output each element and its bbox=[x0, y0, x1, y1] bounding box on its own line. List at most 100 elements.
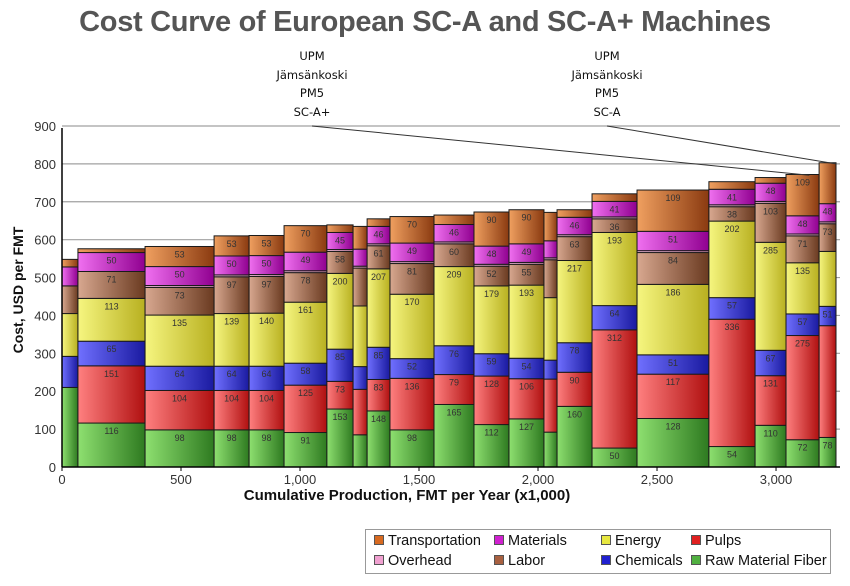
data-label: 98 bbox=[262, 433, 272, 443]
data-label: 85 bbox=[335, 352, 345, 362]
data-label: 41 bbox=[727, 192, 737, 202]
data-label: 73 bbox=[175, 290, 185, 300]
data-label: 125 bbox=[298, 388, 313, 398]
data-label: 38 bbox=[727, 210, 737, 220]
bar-segment-energy bbox=[61, 313, 79, 357]
data-label: 49 bbox=[407, 246, 417, 256]
stacked-bar: 98 104 64 139 97 50 53 bbox=[213, 235, 250, 468]
x-tick-label: 1,000 bbox=[284, 472, 317, 487]
bar-segment-chemicals bbox=[326, 348, 354, 382]
data-label: 65 bbox=[106, 344, 116, 354]
bar-segment-materials bbox=[543, 240, 558, 259]
bar-segment-pulps bbox=[508, 378, 545, 420]
data-label: 50 bbox=[262, 259, 272, 269]
annotation-line: PM5 bbox=[299, 86, 325, 100]
bar-segment-energy bbox=[283, 301, 328, 364]
bar-segment-chemicals bbox=[248, 365, 285, 391]
bar-segment-raw-material-fiber bbox=[389, 429, 435, 468]
data-label: 60 bbox=[449, 247, 459, 257]
data-label: 136 bbox=[404, 381, 419, 391]
data-label: 52 bbox=[486, 269, 496, 279]
stacked-bar: 110 131 67 285 103 48 bbox=[754, 177, 787, 468]
legend-label: Energy bbox=[615, 533, 661, 549]
stacked-bar: 160 90 78 217 63 46 bbox=[556, 209, 593, 468]
bar-segment-energy bbox=[77, 297, 146, 342]
data-label: 48 bbox=[486, 249, 496, 259]
bar-segment-energy bbox=[543, 297, 558, 361]
data-label: 53 bbox=[175, 249, 185, 259]
data-label: 64 bbox=[227, 369, 237, 379]
data-label: 151 bbox=[104, 369, 119, 379]
data-label: 46 bbox=[449, 228, 459, 238]
data-label: 52 bbox=[407, 362, 417, 372]
bar-segment-pulps bbox=[591, 329, 638, 449]
bar-segment-energy bbox=[508, 284, 545, 359]
data-label: 104 bbox=[259, 393, 274, 403]
data-label: 78 bbox=[300, 276, 310, 286]
bar-segment-energy bbox=[473, 285, 510, 355]
legend-label: Pulps bbox=[705, 533, 742, 549]
bar-segment-chemicals bbox=[61, 355, 79, 388]
bar-segment-materials bbox=[61, 266, 79, 287]
data-label: 275 bbox=[795, 339, 810, 349]
stacked-bar: 50 312 64 193 36 41 bbox=[591, 193, 638, 468]
legend-swatch bbox=[601, 555, 611, 566]
data-label: 54 bbox=[521, 361, 531, 371]
data-label: 83 bbox=[374, 382, 384, 392]
data-label: 98 bbox=[227, 433, 237, 443]
axes: 0 100 200 300 400 500 600 700 800 900 0 500 1,000 1,5… bbox=[34, 119, 840, 487]
data-label: 73 bbox=[335, 384, 345, 394]
data-label: 104 bbox=[224, 393, 239, 403]
data-label: 50 bbox=[106, 256, 116, 266]
data-label: 81 bbox=[407, 267, 417, 277]
bar-segment-pulps bbox=[213, 389, 250, 431]
data-label: 70 bbox=[407, 220, 417, 230]
data-label: 71 bbox=[798, 239, 808, 249]
data-label: 46 bbox=[570, 220, 580, 230]
data-label: 207 bbox=[371, 272, 386, 282]
data-label: 98 bbox=[175, 433, 185, 443]
legend-label: Transportation bbox=[388, 533, 481, 549]
data-label: 104 bbox=[172, 393, 187, 403]
bar-segment-raw-material-fiber bbox=[352, 434, 368, 468]
legend-swatch bbox=[374, 555, 384, 566]
data-label: 64 bbox=[175, 369, 185, 379]
stacked-bar: 165 79 76 209 60 46 bbox=[433, 214, 475, 468]
stacked-bar: 127 106 54 193 55 49 90 bbox=[508, 209, 545, 468]
bar-segment-labor bbox=[213, 276, 250, 315]
data-label: 135 bbox=[795, 266, 810, 276]
bar-segment-pulps bbox=[708, 318, 756, 448]
data-label: 186 bbox=[665, 287, 680, 297]
data-label: 49 bbox=[300, 255, 310, 265]
data-label: 58 bbox=[300, 366, 310, 376]
data-label: 51 bbox=[668, 234, 678, 244]
data-label: 202 bbox=[724, 224, 739, 234]
data-label: 41 bbox=[610, 204, 620, 214]
bar-segment-transportation bbox=[352, 225, 368, 250]
data-label: 48 bbox=[766, 186, 776, 196]
data-label: 127 bbox=[519, 422, 534, 432]
bar-segment-chemicals bbox=[77, 340, 146, 367]
data-label: 193 bbox=[607, 235, 622, 245]
bar-segment-energy bbox=[556, 260, 593, 344]
annotation-line: SC-A+ bbox=[293, 104, 331, 119]
bar-segment-energy bbox=[433, 266, 475, 347]
data-label: 63 bbox=[570, 240, 580, 250]
data-label: 131 bbox=[763, 379, 778, 389]
data-label: 91 bbox=[300, 436, 310, 446]
stacked-bar: 112 128 59 179 52 48 90 bbox=[473, 211, 510, 468]
legend-label: Chemicals bbox=[615, 553, 683, 569]
data-label: 76 bbox=[449, 349, 459, 359]
data-label: 112 bbox=[484, 428, 498, 438]
data-label: 200 bbox=[332, 276, 347, 286]
x-axis-label: Cumulative Production, FMT per Year (x1,… bbox=[243, 487, 571, 504]
bar-segment-energy bbox=[754, 241, 787, 351]
bar-segment-pulps bbox=[283, 384, 328, 434]
bar-segment-energy bbox=[352, 305, 368, 368]
x-tick-label: 0 bbox=[58, 472, 65, 487]
bar-segment-transportation bbox=[818, 162, 837, 205]
data-label: 48 bbox=[798, 219, 808, 229]
annotation-line: Jämsänkoski bbox=[571, 67, 643, 82]
data-label: 170 bbox=[404, 297, 419, 307]
